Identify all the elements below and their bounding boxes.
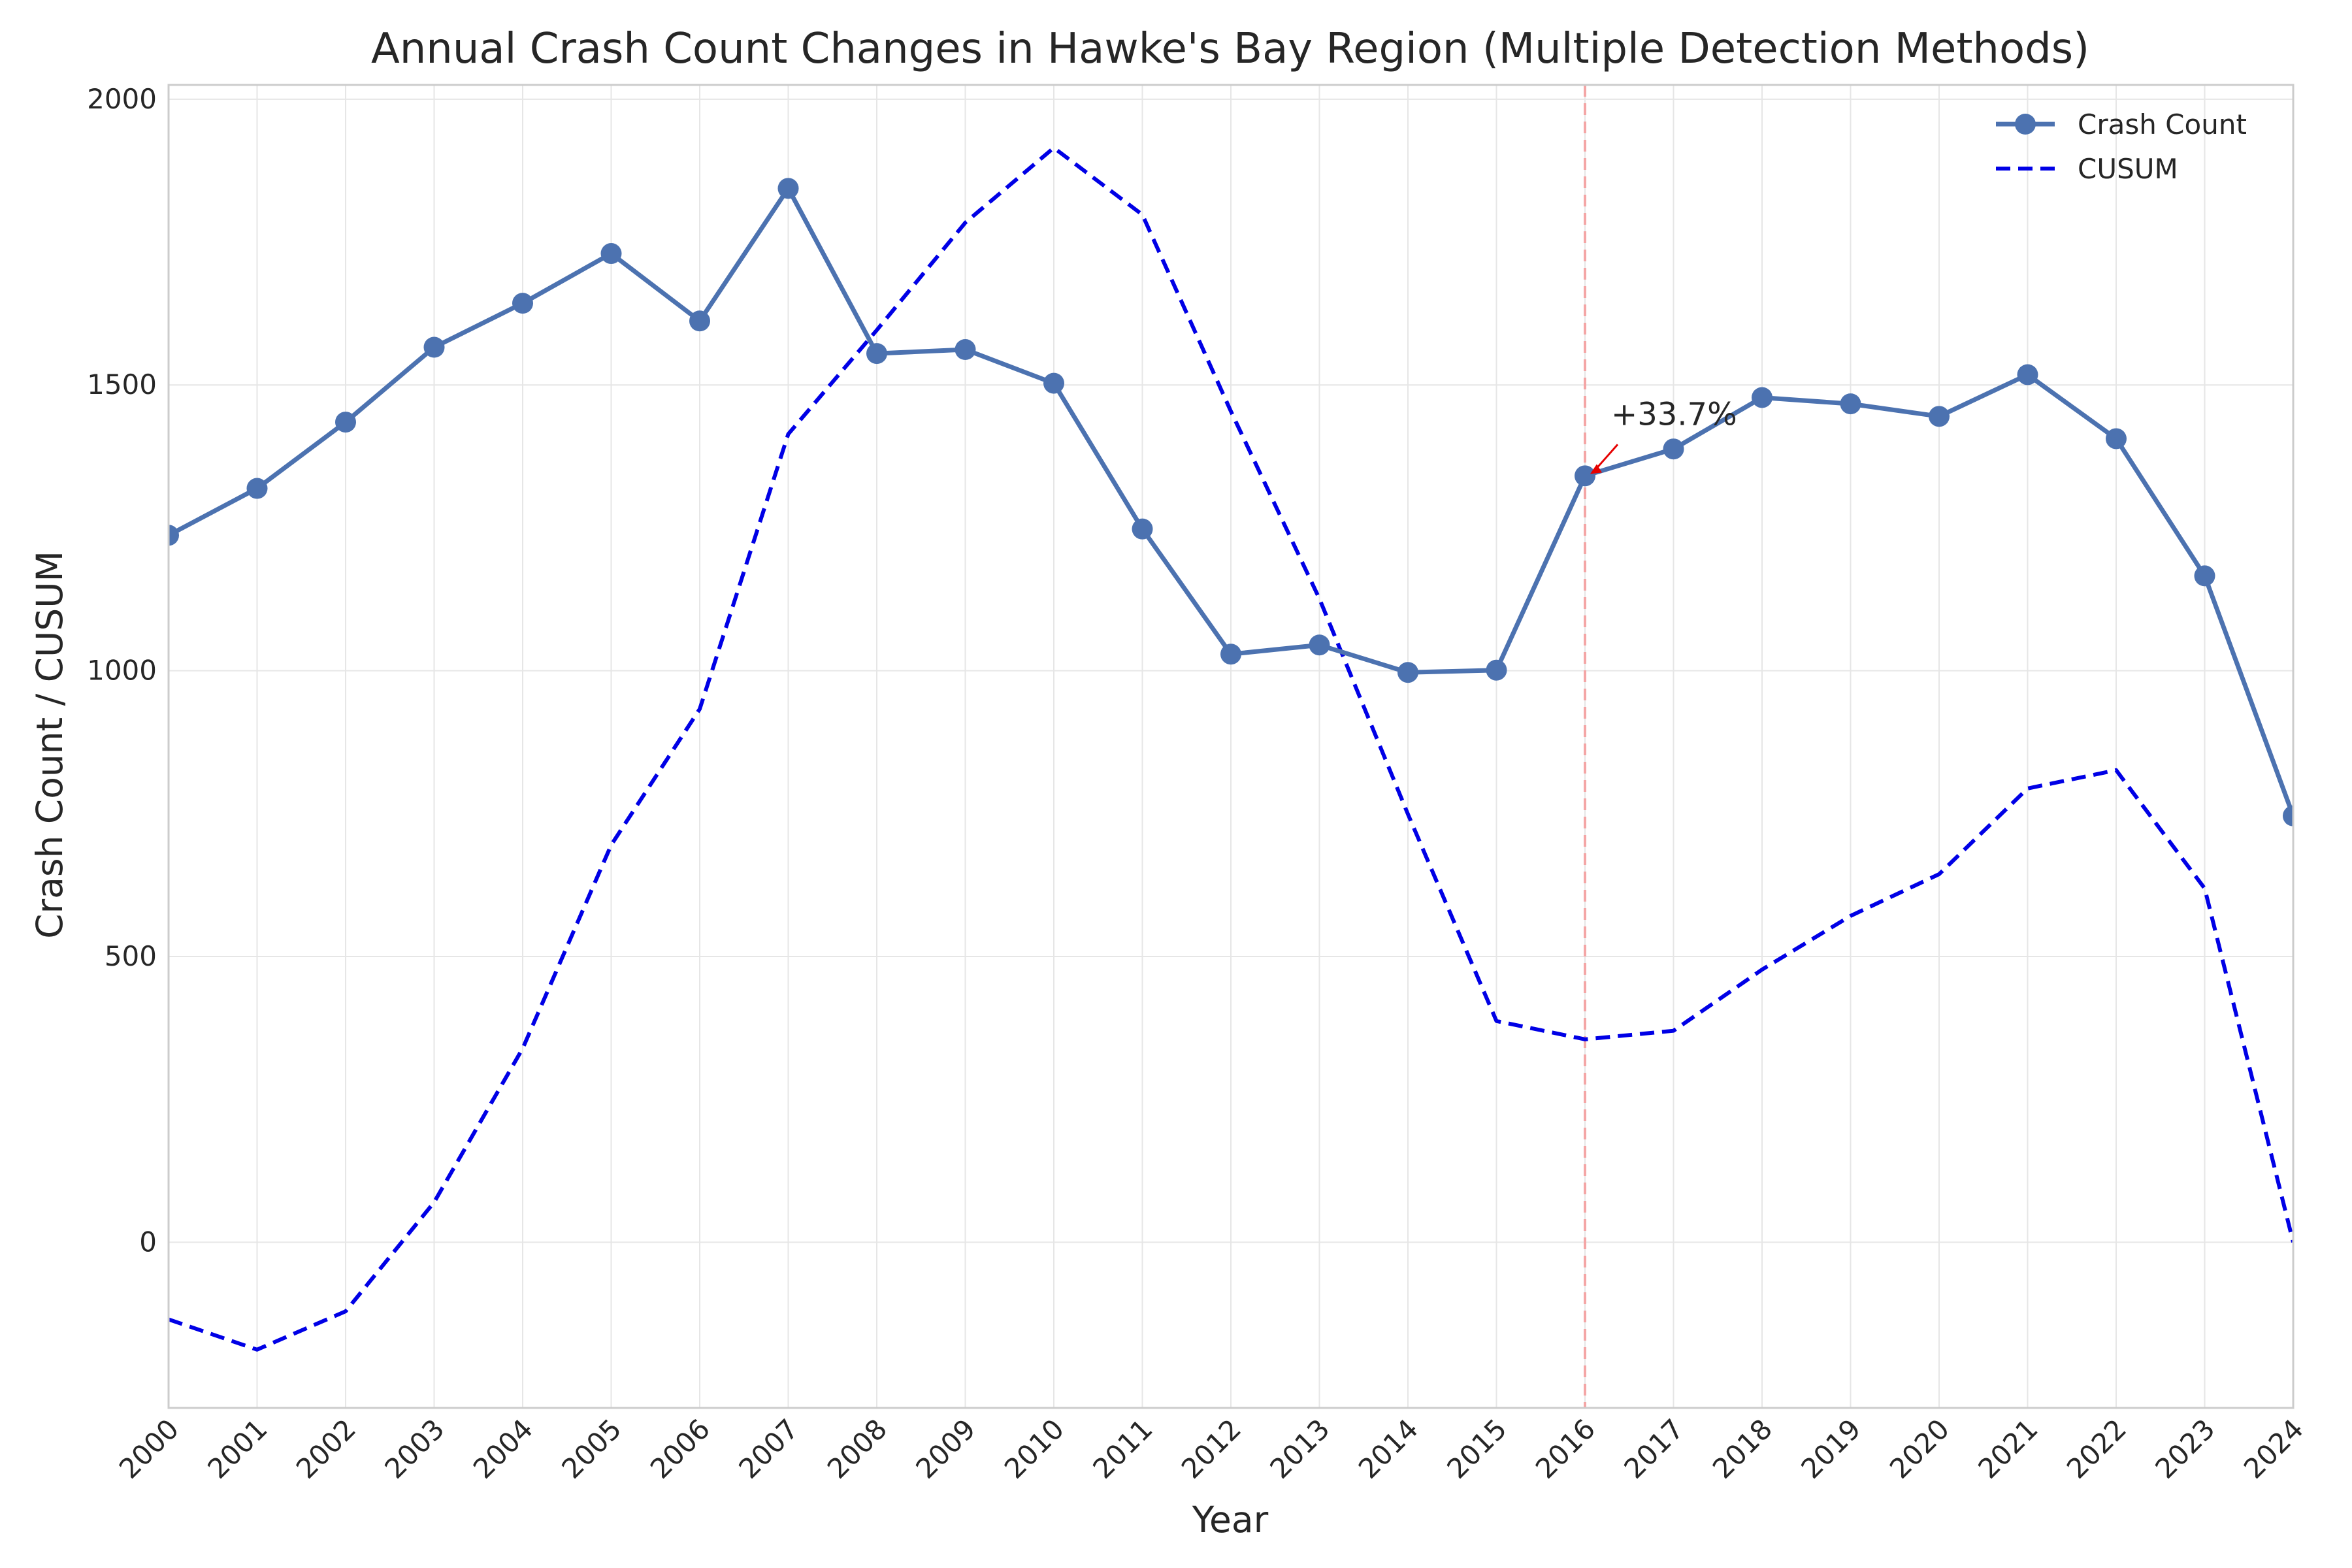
data-point-crash-count	[2194, 565, 2215, 587]
data-point-crash-count	[1397, 662, 1418, 683]
data-point-crash-count	[600, 243, 622, 265]
data-point-crash-count	[1309, 634, 1330, 656]
data-point-crash-count	[246, 478, 268, 499]
annotation-layer: +33.7%	[1590, 396, 1737, 474]
y-tick-labels: 0 500 1000 1500 2000	[87, 83, 157, 1258]
annotation-label: +33.7%	[1611, 396, 1737, 433]
data-point-crash-count	[1575, 465, 1595, 487]
y-axis-label: Crash Count / CUSUM	[29, 551, 71, 939]
data-point-crash-count	[1043, 372, 1064, 394]
data-point-crash-count	[1929, 406, 1950, 427]
data-point-crash-count	[335, 412, 356, 433]
data-point-crash-count	[2017, 364, 2038, 385]
data-point-crash-count	[866, 343, 887, 365]
data-point-crash-count	[777, 178, 799, 199]
plot-frame	[167, 84, 2295, 1409]
y-tick-label: 0	[139, 1226, 157, 1258]
data-point-crash-count	[169, 525, 179, 546]
legend-label-crash-count: Crash Count	[2078, 108, 2247, 140]
x-axis-label: Year	[1192, 1499, 1269, 1541]
data-point-crash-count	[512, 293, 533, 314]
data-point-crash-count	[689, 310, 710, 332]
data-point-crash-count	[1840, 393, 1861, 415]
annotation-arrowhead	[1590, 464, 1602, 474]
data-point-crash-count	[1220, 644, 1241, 665]
y-tick-label: 2000	[87, 83, 157, 115]
data-point-crash-count	[2283, 805, 2293, 826]
data-point-crash-count	[1132, 518, 1153, 540]
data-point-crash-count	[1752, 387, 1772, 408]
data-point-crash-count	[1486, 659, 1507, 681]
data-point-crash-count	[955, 339, 976, 360]
legend: Crash Count CUSUM	[1996, 108, 2247, 185]
data-point-crash-count	[2106, 428, 2127, 449]
y-tick-label: 1000	[87, 655, 157, 687]
series-layer	[169, 146, 2293, 1352]
y-tick-label: 500	[105, 940, 157, 972]
series-line-cusum	[169, 146, 2293, 1352]
y-tick-label: 1500	[87, 368, 157, 400]
data-point-crash-count	[423, 336, 445, 358]
legend-label-cusum: CUSUM	[2078, 153, 2178, 185]
chart-title: Annual Crash Count Changes in Hawke's Ba…	[371, 25, 2089, 73]
data-point-crash-count	[1663, 438, 1684, 460]
legend-marker-crash-count	[2015, 114, 2036, 135]
